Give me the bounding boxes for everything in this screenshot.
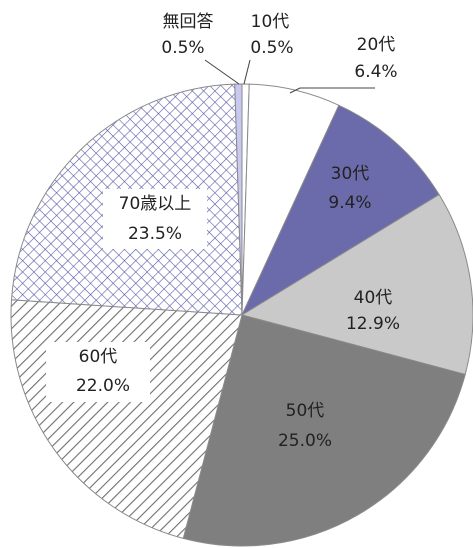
- leader-line: [243, 59, 251, 85]
- category-label: 無回答: [163, 12, 214, 32]
- category-label: 20代: [357, 35, 396, 55]
- value-label: 0.5%: [161, 38, 204, 58]
- value-label: 25.0%: [278, 431, 332, 451]
- category-label: 50代: [286, 401, 325, 421]
- leader-line: [204, 59, 240, 85]
- leader-line: [289, 87, 375, 94]
- value-label: 12.9%: [346, 314, 400, 334]
- value-label: 6.4%: [354, 62, 397, 82]
- labels: 10代 0.5% 20代 6.4% 30代 9.4% 40代 12.9% 50代 25.0% 60代…: [46, 12, 400, 451]
- leader-lines: [204, 59, 375, 94]
- value-label: 9.4%: [328, 193, 371, 213]
- category-label: 70歳以上: [119, 194, 192, 214]
- value-label: 22.0%: [76, 376, 130, 396]
- pie-slice: [240, 193, 473, 376]
- value-label: 0.5%: [250, 38, 293, 58]
- value-label: 23.5%: [128, 224, 182, 244]
- label-background: [46, 342, 150, 402]
- pie: [10, 83, 473, 547]
- category-label: 60代: [79, 347, 118, 367]
- label-background: [103, 189, 207, 249]
- pie-slice: [182, 314, 466, 547]
- category-label: 40代: [354, 288, 393, 308]
- pie-slice: [240, 104, 440, 317]
- category-label: 30代: [331, 164, 370, 184]
- category-label: 10代: [251, 12, 290, 32]
